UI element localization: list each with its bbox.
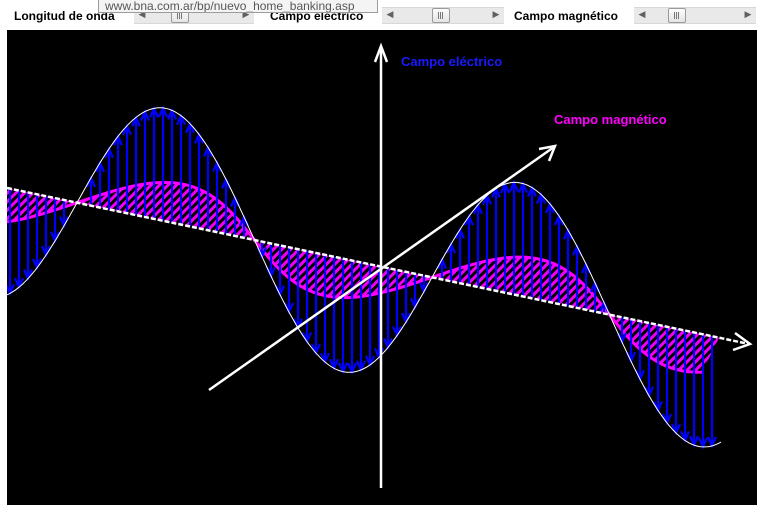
chevron-right-icon[interactable]: ▶: [744, 10, 752, 20]
propagation-axis: [7, 186, 750, 346]
magnetic-field-label: Campo magnético: [554, 112, 667, 127]
magnetic-axis-arrowhead: [538, 144, 558, 162]
chevron-left-icon[interactable]: ◀: [138, 10, 146, 20]
electric-field-slider[interactable]: ◀ ▶: [382, 7, 504, 24]
magnetic-field-control-label: Campo magnético: [514, 9, 619, 23]
chevron-right-icon[interactable]: ▶: [242, 10, 250, 20]
wavelength-label: Longitud de onda: [14, 9, 115, 23]
magnetic-field-slider-thumb[interactable]: [668, 8, 686, 23]
chevron-right-icon[interactable]: ▶: [492, 10, 500, 20]
propagation-axis-arrowhead: [732, 331, 753, 352]
electric-field-envelope: [7, 107, 722, 448]
axes-layer: [7, 42, 753, 488]
scroll-thumb-grip-icon: [438, 12, 444, 19]
wave-drawing: [7, 42, 753, 488]
magnetic-axis: [208, 145, 555, 392]
magnetic-field-sheet: [7, 182, 719, 373]
scroll-thumb-grip-icon: [674, 12, 680, 19]
electric-axis-arrowhead: [373, 42, 389, 63]
electric-field-label: Campo eléctrico: [401, 54, 503, 69]
url-tooltip: www.bna.com.ar/bp/nuevo_home_banking.asp: [98, 0, 378, 13]
electric-field-slider-thumb[interactable]: [432, 8, 450, 23]
wave-canvas: Campo eléctrico Campo magnético: [7, 30, 757, 505]
chevron-left-icon[interactable]: ◀: [386, 10, 394, 20]
chevron-left-icon[interactable]: ◀: [638, 10, 646, 20]
scroll-thumb-grip-icon: [177, 12, 183, 19]
electric-field-layer: [7, 105, 722, 450]
magnetic-field-slider[interactable]: ◀ ▶: [634, 7, 756, 24]
